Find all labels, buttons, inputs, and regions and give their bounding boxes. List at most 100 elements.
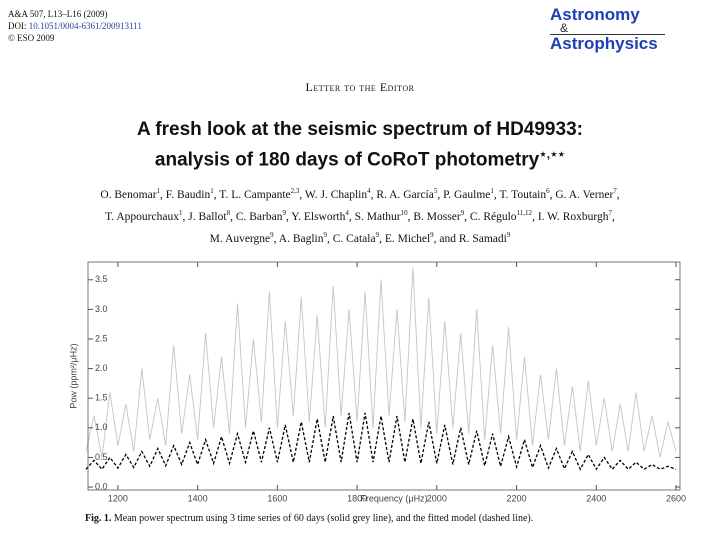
author-name: M. Auvergne [209,232,271,245]
x-tick-label: 2600 [666,493,686,503]
affiliation: 10 [400,208,408,217]
author-line: M. Auvergne9, A. Baglin9, C. Catala9, E.… [0,226,720,248]
y-tick-label: 1.0 [95,422,108,432]
separator: , [370,188,374,201]
citation: A&A 507, L13–L16 (2009) [8,9,108,19]
x-tick-label: 1800 [347,493,367,503]
author-name: J. Ballot [188,210,227,223]
separator: , [379,232,382,245]
affiliation: 9 [270,230,274,239]
title-text: analysis of 180 days of CoRoT photometry [154,149,540,171]
separator: , [230,210,233,223]
author-name: C. Régulo [469,210,517,223]
separator: , [437,188,441,201]
author-name: I. W. Roxburgh [537,210,609,223]
header: A&A 507, L13–L16 (2009) DOI: 10.1051/000… [8,8,142,44]
y-tick-label: 1.5 [95,393,108,403]
separator: , [299,188,303,201]
section-label: Letter to the Editor [305,80,415,94]
x-tick-label: 2200 [507,493,527,503]
separator: , [213,188,217,201]
author-name: C. Barban [235,210,283,223]
affiliation: 9 [282,208,286,217]
caption: Fig. 1. Mean power spectrum using 3 time… [85,513,533,524]
author-name: S. Mathur [354,210,401,223]
doi-prefix: DOI: [8,21,27,31]
separator: , [285,210,289,223]
doi-line: DOI: 10.1051/0004-6361/200913111 [8,20,142,32]
affiliation: 1 [178,208,183,217]
y-tick-label: 0.5 [95,452,108,462]
separator: , [160,188,163,201]
author-name: B. Mosser [413,210,461,223]
authors: O. Benomar1, F. Baudin1, T. L. Campante2… [0,182,720,247]
title-note: ⋆,⋆⋆ [539,147,566,161]
separator: , [464,210,468,223]
x-tick-label: 2400 [586,493,606,503]
title: A fresh look at the seismic spectrum of … [0,117,720,172]
separator: , [273,232,277,245]
logo-line: Astrophysics [550,34,658,53]
affiliation: 6 [546,187,550,195]
separator: , [407,210,411,223]
author-name: T. Toutain [499,188,547,201]
y-tick-label: 0.0 [95,481,108,491]
author-name: R. A. García [376,188,434,201]
title-line: analysis of 180 days of CoRoT photometry… [0,142,720,172]
caption-label: Fig. 1. [85,513,112,524]
y-tick-label: 2.0 [95,363,108,373]
author-name: A. Baglin [278,232,324,245]
author-name: T. Appourchaux [105,210,179,223]
logo-line: Astronomy [550,5,640,24]
author-line: O. Benomar1, F. Baudin1, T. L. Campante2… [0,182,720,204]
x-axis-label: Frequency (μHz) [360,493,427,503]
author-name: T. L. Campante [219,188,291,201]
affiliation: 9 [323,230,328,239]
x-tick-label: 1600 [267,493,287,503]
affiliation: 8 [226,208,231,217]
plot-frame [87,261,681,491]
separator: , [493,188,497,201]
author-line: T. Appourchaux1, J. Ballot8, C. Barban9,… [0,204,720,226]
affiliation: 5 [433,187,438,195]
separator: , [612,210,615,223]
y-tick-label: 2.5 [95,333,108,343]
figure: 0.0 0.5 1.0 1.5 2.0 2.5 3.0 3.5 1200 1400 1600 1800… [68,261,686,503]
author-name: and R. Samadi [439,232,507,245]
caption-text: Mean power spectrum using 3 time series … [113,513,534,524]
x-tick-label: 1200 [108,493,128,503]
author-name: G. A. Verner [555,188,614,201]
separator: , [182,210,186,223]
separator: , [549,188,553,201]
affiliation: 4 [345,208,349,217]
y-tick-label: 3.5 [95,274,108,284]
affiliation: 9 [460,208,465,217]
author-name: E. Michel [384,232,431,245]
affiliation: 1 [156,187,161,195]
x-tick-label: 2000 [427,493,447,503]
affiliation: 7 [613,187,617,195]
doi-link[interactable]: 10.1051/0004-6361/200913111 [28,21,142,31]
separator: , [532,210,535,223]
journal-logo: Astronomy & Astrophysics [550,6,665,52]
affiliation: 1 [210,187,214,195]
affiliation: 9 [430,230,434,239]
x-tick-label: 1400 [188,493,208,503]
author-name: C. Catala [332,232,376,245]
y-axis-label: Pow (ppm²/μHz) [68,343,78,408]
affiliation: 9 [506,230,511,239]
affiliation: 9 [375,230,380,239]
series-line [85,267,677,458]
copyright: © ESO 2009 [8,33,55,43]
title-line: A fresh look at the seismic spectrum of … [137,119,583,140]
y-tick-label: 3.0 [95,304,108,314]
author-name: F. Baudin [165,188,211,201]
author-name: Y. Elsworth [291,210,346,223]
separator: , [348,210,352,223]
logo-amp: & [550,22,665,35]
author-name: P. Gaulme [443,188,491,201]
separator: , [616,188,620,201]
affiliation: 4 [367,187,371,195]
affiliation: 2,3 [290,187,300,195]
